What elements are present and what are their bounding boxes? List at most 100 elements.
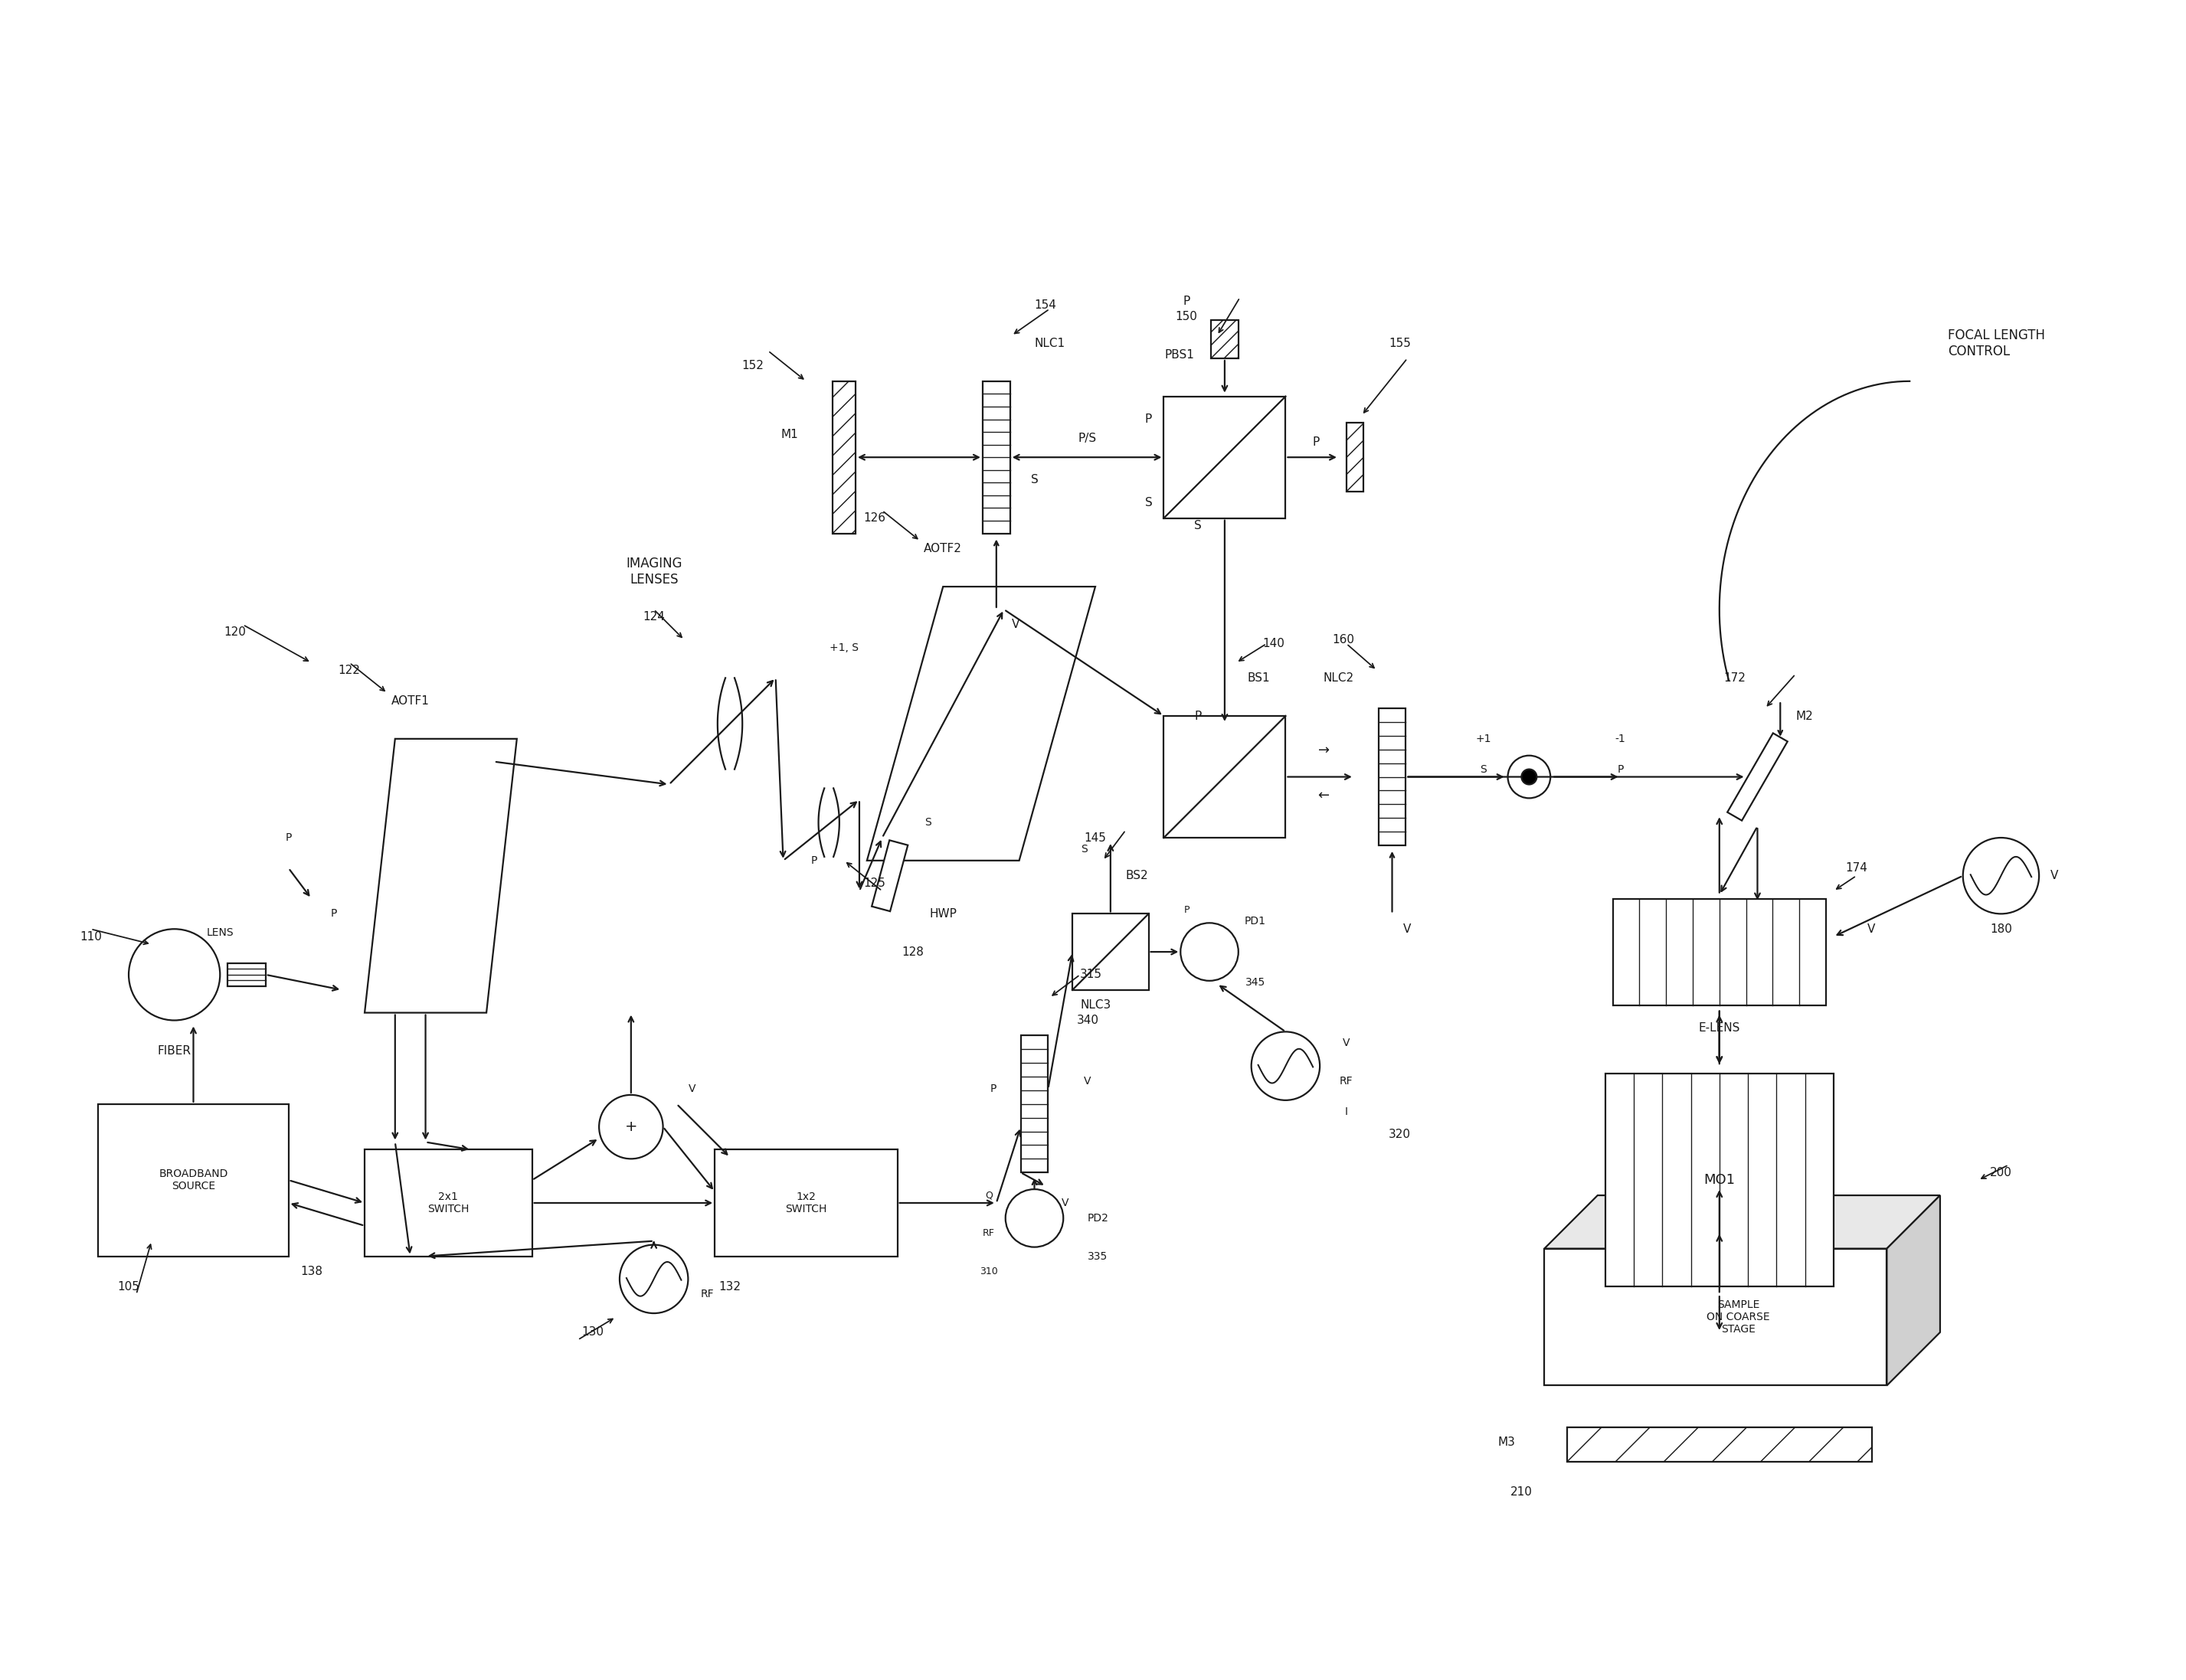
Text: 315: 315 — [1080, 969, 1102, 981]
Text: Q: Q — [986, 1191, 992, 1200]
Bar — [1543, 1248, 1887, 1386]
Text: V: V — [1012, 618, 1019, 630]
Polygon shape — [1887, 1196, 1941, 1386]
Bar — [1021, 1035, 1047, 1173]
Text: 150: 150 — [1176, 311, 1198, 323]
Text: P: P — [330, 909, 337, 919]
Text: V: V — [1342, 1038, 1351, 1048]
Polygon shape — [868, 586, 1095, 860]
Text: IMAGING
LENSES: IMAGING LENSES — [625, 556, 682, 586]
Bar — [1163, 396, 1285, 517]
Text: V: V — [2050, 870, 2059, 882]
Circle shape — [599, 1095, 662, 1159]
Polygon shape — [1543, 1196, 1941, 1248]
Text: M3: M3 — [1497, 1436, 1515, 1448]
Bar — [365, 1149, 531, 1257]
Bar — [1379, 709, 1406, 845]
Text: 152: 152 — [741, 360, 763, 371]
Text: 180: 180 — [1989, 924, 2011, 934]
Text: I: I — [1344, 1105, 1349, 1117]
Text: FOCAL LENGTH
CONTROL: FOCAL LENGTH CONTROL — [1948, 328, 2044, 358]
Polygon shape — [1613, 899, 1825, 1005]
Text: RF: RF — [1340, 1075, 1353, 1087]
Bar — [1163, 716, 1285, 838]
Text: ←: ← — [1318, 790, 1329, 803]
Text: S: S — [1080, 843, 1086, 855]
Text: 1x2
SWITCH: 1x2 SWITCH — [785, 1191, 826, 1215]
Polygon shape — [365, 739, 516, 1013]
Text: 160: 160 — [1331, 633, 1353, 645]
Text: 335: 335 — [1089, 1252, 1108, 1262]
Text: V: V — [1403, 924, 1412, 934]
Text: 110: 110 — [79, 931, 103, 942]
Text: 140: 140 — [1264, 638, 1285, 650]
Text: P: P — [990, 1084, 997, 1094]
Text: E-LENS: E-LENS — [1699, 1021, 1740, 1033]
Circle shape — [1180, 922, 1237, 981]
Bar — [98, 1104, 289, 1257]
Text: V: V — [1084, 1075, 1091, 1087]
Text: P: P — [1618, 764, 1624, 774]
Text: FIBER: FIBER — [157, 1045, 190, 1057]
Bar — [833, 381, 855, 533]
Text: 340: 340 — [1076, 1015, 1100, 1026]
Circle shape — [1963, 838, 2040, 914]
Polygon shape — [872, 840, 907, 911]
Text: 105: 105 — [118, 1280, 140, 1292]
Text: 126: 126 — [863, 512, 885, 524]
Text: M2: M2 — [1795, 711, 1812, 722]
Text: +: + — [625, 1119, 638, 1134]
Text: S: S — [925, 816, 931, 828]
Bar — [1567, 1428, 1871, 1462]
Circle shape — [129, 929, 221, 1020]
Text: 155: 155 — [1388, 338, 1410, 349]
Bar — [715, 1149, 898, 1257]
Text: 210: 210 — [1511, 1487, 1532, 1499]
Text: AOTF1: AOTF1 — [391, 696, 428, 707]
Text: PBS1: PBS1 — [1165, 349, 1194, 360]
Text: RF: RF — [700, 1289, 715, 1300]
Circle shape — [1521, 769, 1537, 785]
Text: 128: 128 — [901, 946, 925, 958]
Bar — [1073, 914, 1148, 990]
Bar — [984, 381, 1010, 533]
Circle shape — [1508, 756, 1550, 798]
Circle shape — [1006, 1189, 1062, 1247]
Text: 345: 345 — [1246, 978, 1266, 988]
Text: P: P — [1183, 296, 1189, 307]
Text: 125: 125 — [863, 877, 885, 889]
Text: S: S — [1145, 497, 1152, 509]
Polygon shape — [1727, 732, 1788, 820]
Bar — [227, 963, 267, 986]
Text: +1: +1 — [1476, 734, 1491, 744]
Text: BS1: BS1 — [1248, 672, 1270, 684]
Text: SAMPLE
ON COARSE
STAGE: SAMPLE ON COARSE STAGE — [1707, 1299, 1771, 1336]
Text: -1: -1 — [1615, 734, 1626, 744]
Text: PD1: PD1 — [1244, 916, 1266, 927]
Circle shape — [1250, 1032, 1320, 1100]
Text: NLC1: NLC1 — [1034, 338, 1065, 349]
Text: HWP: HWP — [929, 909, 957, 919]
Text: 120: 120 — [225, 627, 247, 638]
Text: 172: 172 — [1723, 672, 1747, 684]
Text: 138: 138 — [299, 1265, 324, 1277]
Text: 174: 174 — [1845, 862, 1867, 874]
Text: P: P — [1145, 413, 1152, 425]
Text: 310: 310 — [979, 1267, 997, 1277]
Bar — [1347, 423, 1364, 492]
Text: 124: 124 — [643, 612, 665, 623]
Text: V: V — [689, 1084, 695, 1094]
Circle shape — [619, 1245, 689, 1314]
Text: 132: 132 — [719, 1280, 741, 1292]
Text: S: S — [1030, 474, 1038, 486]
Text: 145: 145 — [1084, 832, 1106, 843]
Text: S: S — [1480, 764, 1486, 774]
Text: →: → — [1318, 743, 1329, 758]
Text: BROADBAND
SOURCE: BROADBAND SOURCE — [160, 1169, 227, 1191]
Text: V: V — [1867, 924, 1876, 934]
Text: NLC2: NLC2 — [1323, 672, 1353, 684]
Polygon shape — [1605, 1074, 1834, 1287]
Text: S: S — [1194, 521, 1202, 531]
Text: 2x1
SWITCH: 2x1 SWITCH — [428, 1191, 470, 1215]
Text: BS2: BS2 — [1126, 870, 1148, 882]
